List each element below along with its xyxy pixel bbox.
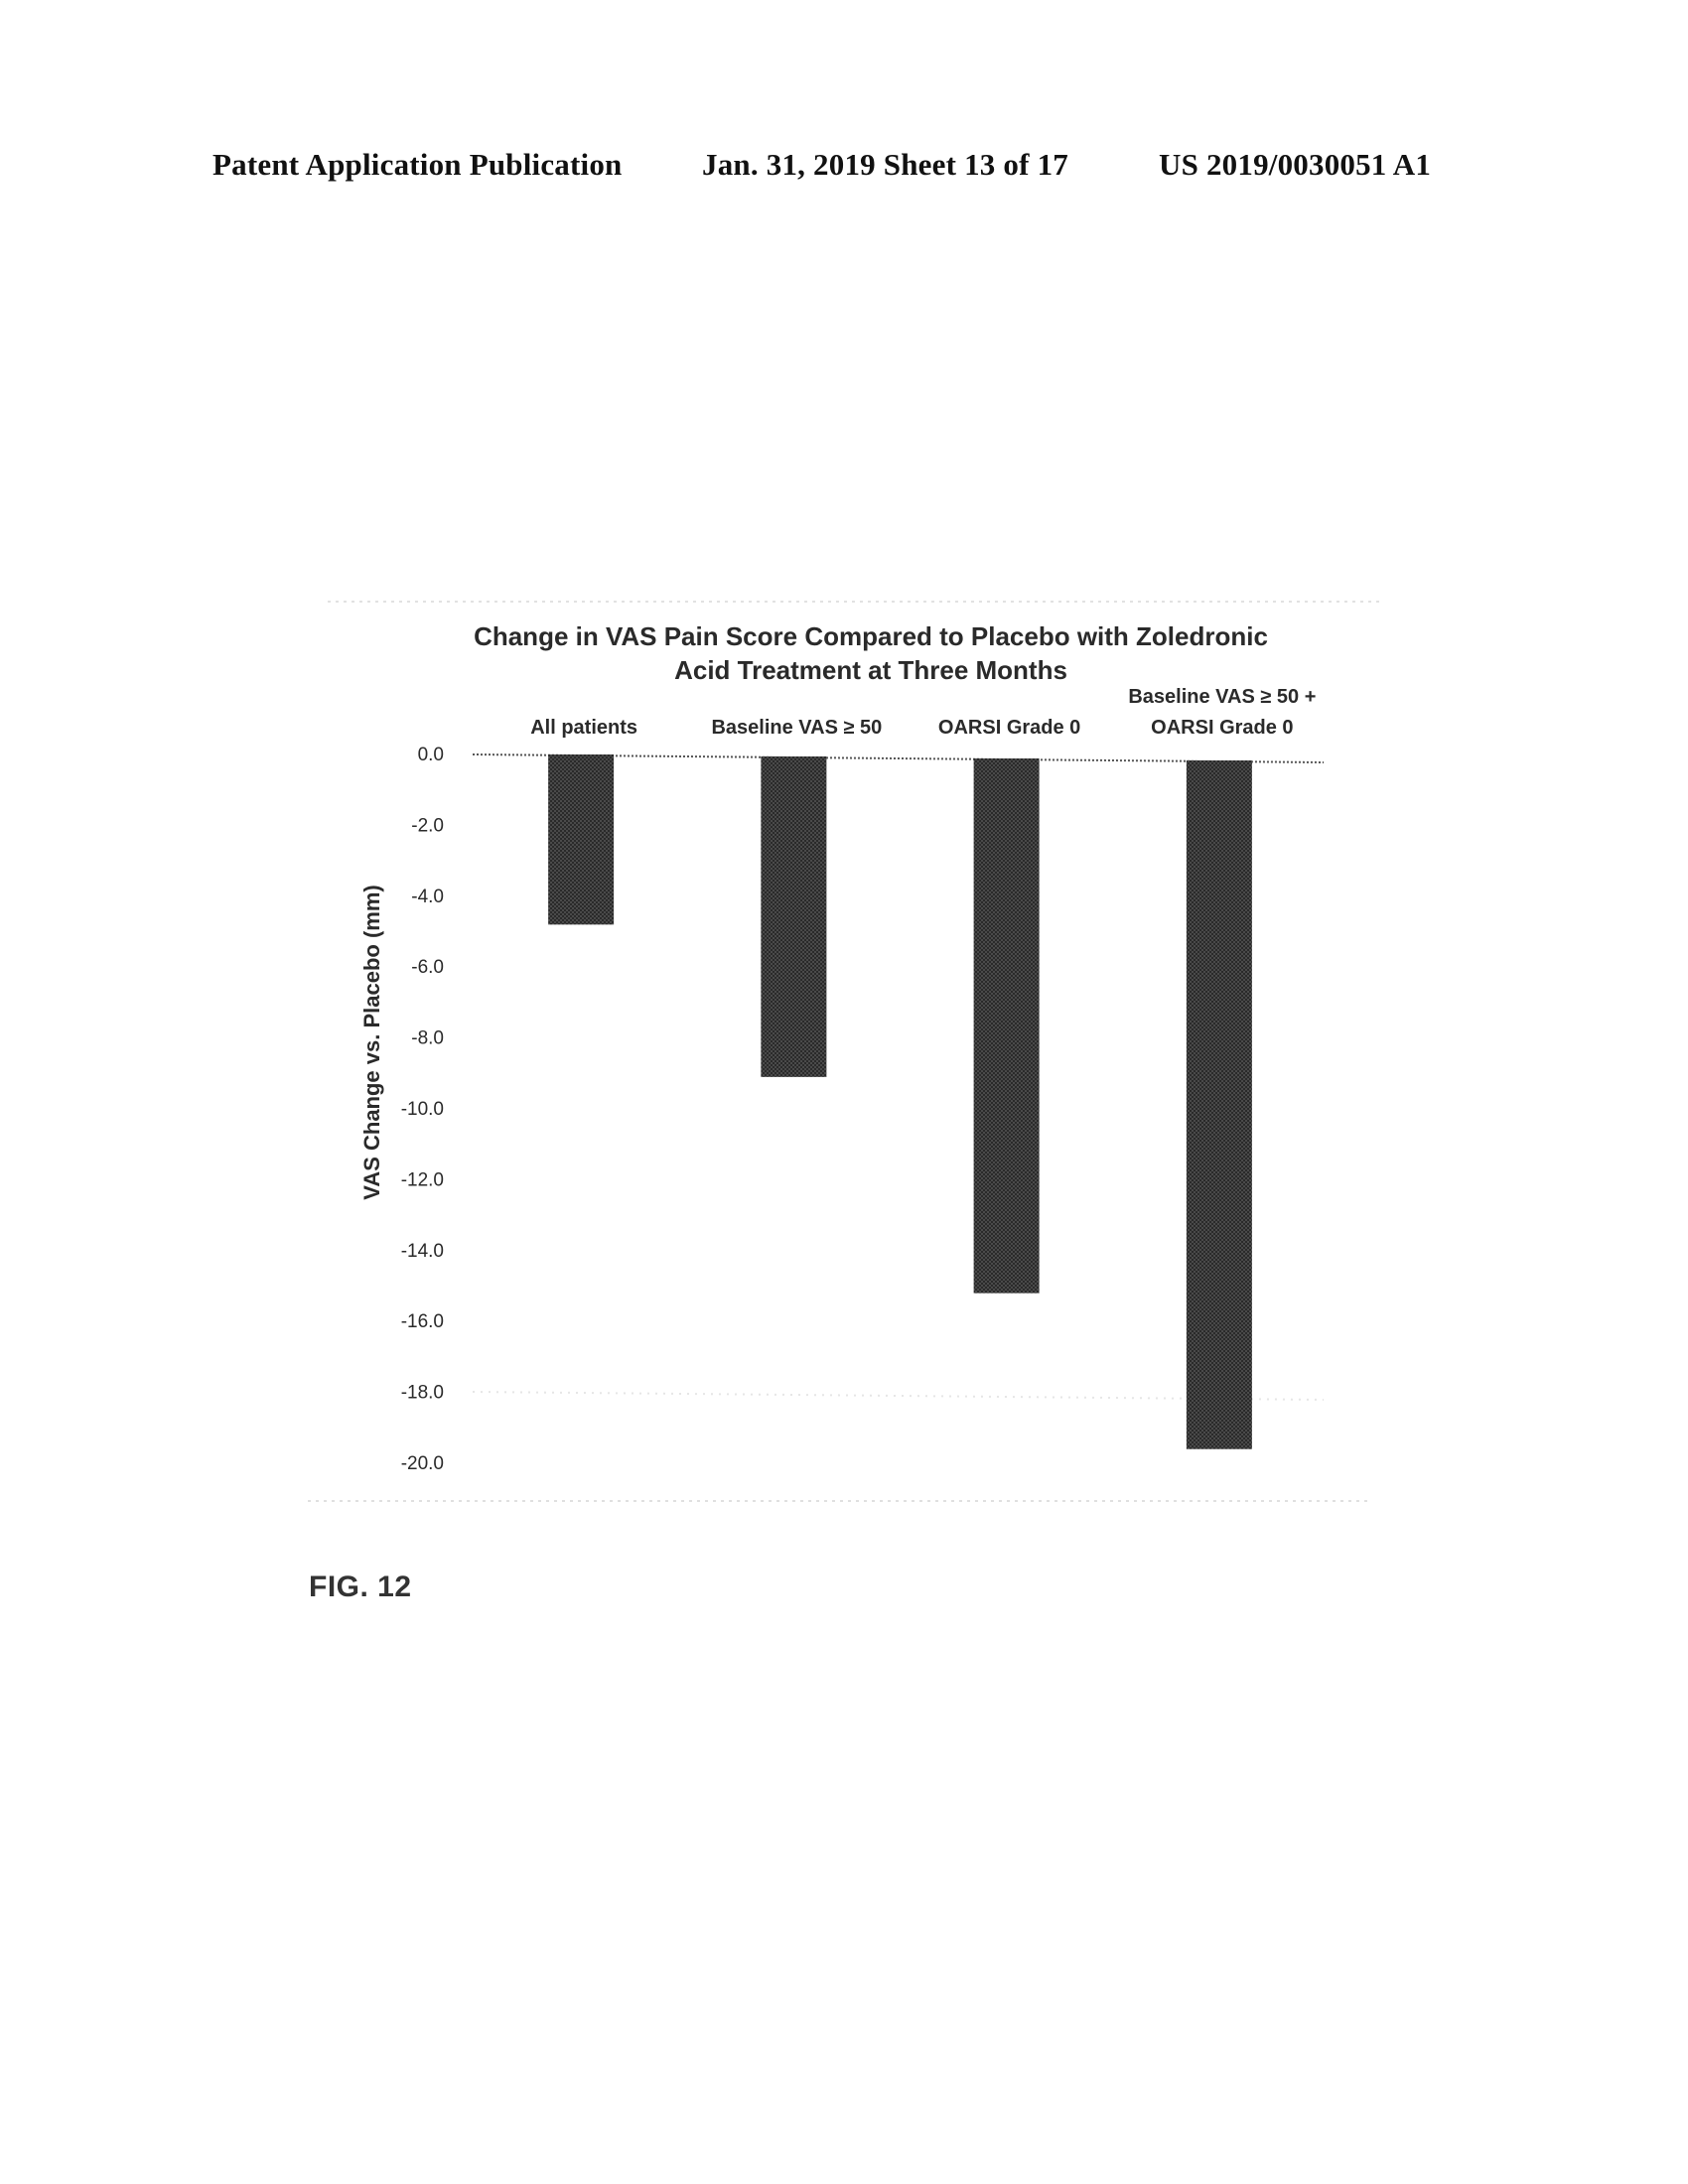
category-label: OARSI Grade 0: [938, 717, 1080, 739]
y-axis: 0.0 -2.0 -4.0 -6.0 -8.0 -10.0 -12.0 -14.0 -16.0 -…: [359, 745, 444, 1474]
y-tick-label: -8.0: [411, 1028, 444, 1049]
bar: [548, 754, 614, 924]
category-label: All patients: [530, 717, 637, 739]
y-tick-label: -4.0: [411, 887, 444, 907]
chart-title: Change in VAS Pain Score Compared to Pla…: [474, 621, 1268, 685]
y-tick-label: -20.0: [401, 1453, 444, 1474]
bar: [974, 758, 1040, 1294]
chart-title-line: Acid Treatment at Three Months: [674, 655, 1067, 685]
y-tick-label: -2.0: [411, 815, 444, 836]
y-axis-label: VAS Change vs. Placebo (mm): [359, 885, 384, 1199]
bars: [548, 754, 1252, 1449]
category-label: OARSI Grade 0: [1151, 717, 1293, 739]
bar: [1187, 760, 1252, 1449]
y-tick-label: 0.0: [418, 745, 444, 765]
y-tick-label: -14.0: [401, 1241, 444, 1262]
y-tick-label: -6.0: [411, 957, 444, 978]
category-label: Baseline VAS ≥ 50: [711, 717, 882, 739]
chart-title-line: Change in VAS Pain Score Compared to Pla…: [474, 621, 1268, 651]
y-tick-label: -10.0: [401, 1099, 444, 1120]
bar: [761, 756, 826, 1077]
y-tick-label: -16.0: [401, 1311, 444, 1332]
y-tick-label: -12.0: [401, 1169, 444, 1190]
figure-label: FIG. 12: [309, 1570, 412, 1604]
y-tick-label: -18.0: [401, 1383, 444, 1404]
category-label: Baseline VAS ≥ 50 +: [1128, 686, 1316, 708]
category-labels: All patients Baseline VAS ≥ 50 OARSI Grade…: [530, 686, 1316, 739]
